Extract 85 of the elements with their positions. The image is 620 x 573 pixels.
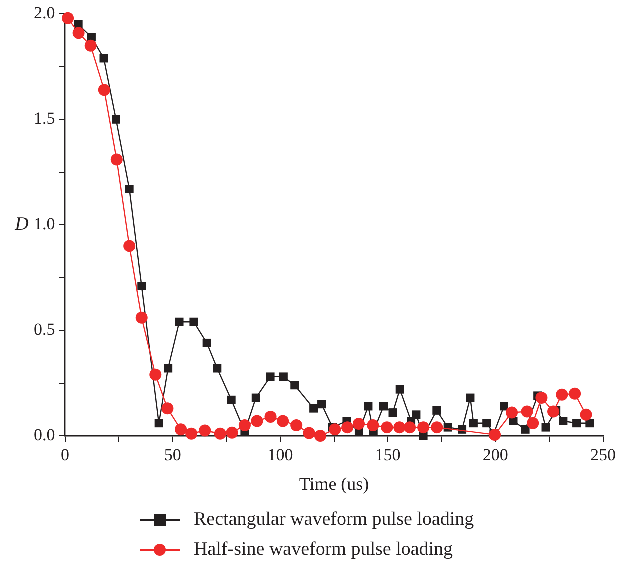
point [226, 426, 238, 439]
point [482, 419, 492, 428]
x-tick-label: 100 [268, 446, 294, 465]
y-tick-label: 0.5 [34, 320, 56, 340]
point [199, 424, 212, 437]
point [112, 115, 120, 124]
point [214, 428, 226, 440]
point [124, 240, 136, 252]
point [186, 428, 198, 440]
y-axis-title: D [14, 214, 30, 236]
point [380, 402, 388, 411]
point [150, 368, 162, 381]
point [136, 312, 148, 324]
legend-label: Half-sine waveform pulse loading [194, 539, 454, 561]
point [466, 394, 475, 402]
x-axis-title: Time (us) [299, 474, 370, 494]
x-tick-label: 250 [590, 446, 616, 465]
point [388, 408, 398, 418]
point [227, 396, 236, 404]
point [556, 388, 568, 401]
text: 0.0 [34, 425, 56, 444]
point [175, 424, 188, 436]
x-tick-label: 150 [375, 446, 401, 465]
point [367, 419, 380, 432]
point [412, 410, 421, 420]
y-tick-label: 1.0 [34, 214, 56, 234]
point [175, 318, 184, 326]
point [580, 408, 592, 421]
point [162, 402, 174, 415]
point [548, 406, 560, 418]
point [110, 154, 123, 166]
point [469, 419, 478, 428]
point [521, 425, 530, 434]
point [264, 411, 277, 424]
x-tick-label: 0 [61, 446, 70, 465]
point [164, 364, 173, 373]
point [329, 424, 342, 436]
point [396, 385, 404, 394]
point [569, 388, 582, 400]
y-tick-label: 1.5 [34, 109, 56, 128]
point [277, 415, 290, 428]
point [364, 402, 373, 411]
point [404, 422, 416, 434]
point [98, 84, 110, 96]
point [290, 381, 300, 390]
point [190, 318, 198, 326]
point [527, 417, 540, 430]
point [432, 406, 442, 415]
point [572, 419, 582, 428]
point [279, 372, 288, 382]
point [500, 402, 508, 411]
point [542, 423, 550, 432]
legend-label: Rectangular waveform pulse loading [194, 509, 474, 531]
point [252, 394, 260, 402]
point [251, 415, 264, 428]
point [353, 418, 365, 430]
point [290, 419, 303, 432]
point [506, 406, 518, 419]
point [489, 428, 502, 441]
point [72, 27, 85, 40]
point [238, 419, 251, 432]
point [559, 416, 568, 426]
point [342, 422, 354, 434]
point [431, 422, 444, 434]
point [62, 12, 74, 24]
point [536, 392, 548, 404]
point [213, 364, 222, 373]
point [318, 400, 326, 409]
point [394, 422, 406, 434]
point [125, 185, 134, 194]
point [84, 40, 97, 52]
point [266, 372, 275, 382]
point [202, 338, 212, 348]
x-tick-label: 50 [164, 446, 182, 465]
x-tick-label: 200 [482, 446, 508, 465]
point [310, 404, 318, 413]
point [138, 282, 146, 291]
y-tick-label: 2.0 [34, 4, 56, 23]
point [521, 406, 534, 418]
point [381, 422, 394, 434]
point [314, 430, 326, 442]
point [418, 422, 430, 434]
point [303, 427, 316, 440]
point [100, 54, 108, 63]
point [154, 419, 164, 428]
